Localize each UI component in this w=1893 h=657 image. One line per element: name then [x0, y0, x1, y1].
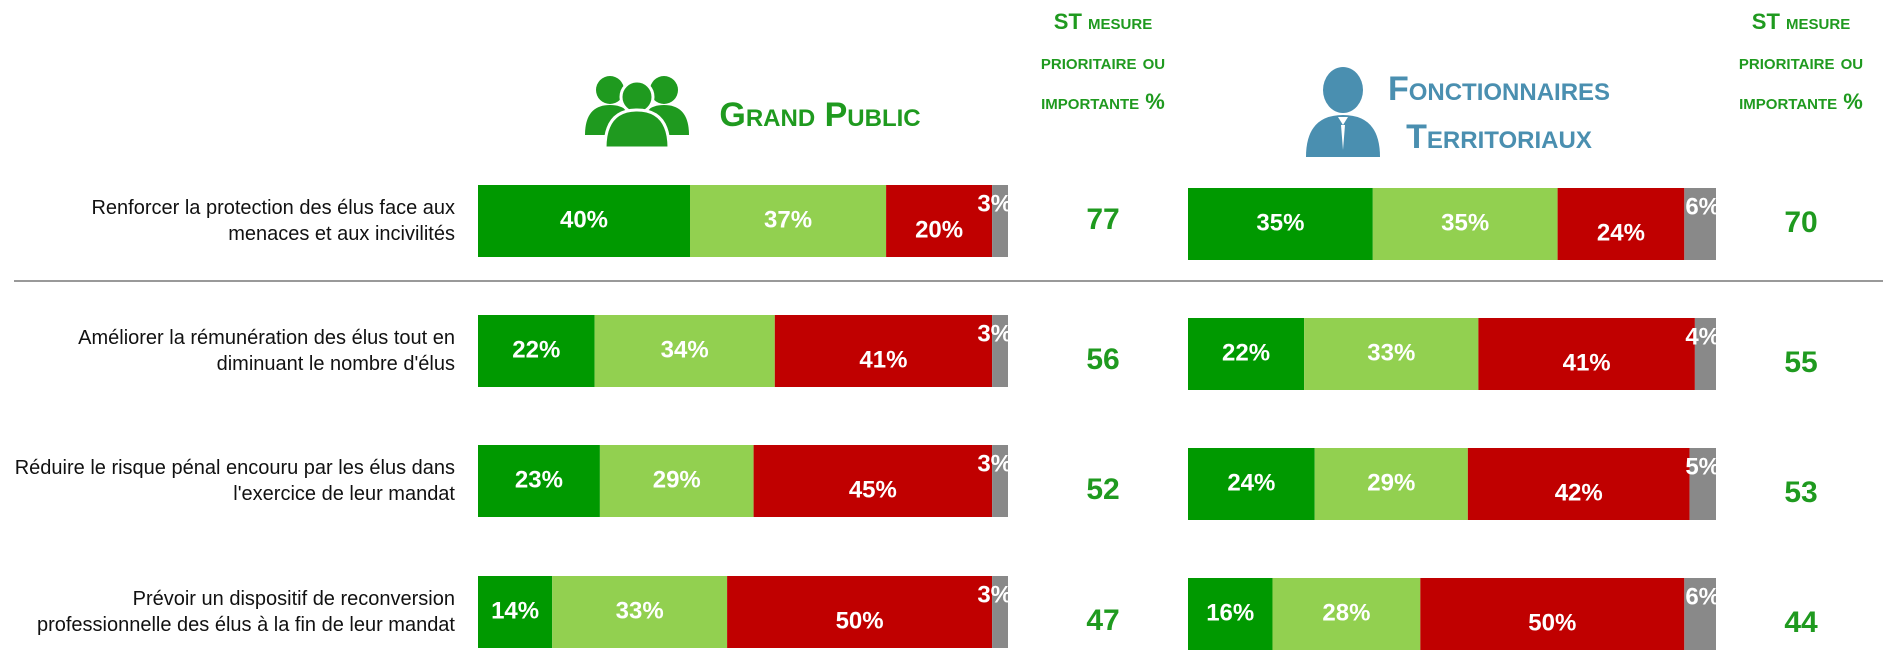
bar-segment — [1188, 448, 1315, 520]
total-value: 70 — [1784, 206, 1817, 239]
person-icon — [1306, 67, 1380, 157]
bar-segment — [1478, 318, 1695, 390]
bar-segment — [478, 576, 553, 648]
bar-segment — [478, 185, 690, 257]
bar-segment — [992, 445, 1008, 517]
value-label: 33% — [1367, 339, 1415, 366]
bar-segment — [478, 315, 595, 387]
value-label: 50% — [836, 607, 884, 634]
category-label: Renforcer la protection des élus face au… — [91, 197, 455, 245]
bar-segment — [992, 576, 1008, 648]
bar-segment — [774, 315, 993, 387]
value-label: 6% — [1685, 193, 1720, 220]
bar-segment — [1304, 318, 1479, 390]
total-value: 53 — [1784, 476, 1817, 509]
value-label: 41% — [1563, 349, 1611, 376]
category-label: Réduire le risque pénal encouru par les … — [14, 457, 455, 505]
value-label: 3% — [977, 320, 1012, 347]
bar-segment — [1188, 578, 1273, 650]
bar-segment — [1188, 318, 1305, 390]
value-label: 3% — [977, 190, 1012, 217]
bar-segment — [1420, 578, 1685, 650]
bar-segment — [992, 185, 1008, 257]
bar-segment — [1684, 578, 1716, 650]
value-label: 29% — [1367, 469, 1415, 496]
value-label: 42% — [1555, 479, 1603, 506]
value-label: 6% — [1685, 583, 1720, 610]
bar-segment — [478, 445, 600, 517]
value-label: 41% — [859, 346, 907, 373]
bar-segment — [1694, 318, 1716, 390]
total-value: 47 — [1086, 604, 1119, 637]
bar-segment — [690, 185, 887, 257]
value-label: 37% — [764, 206, 812, 233]
chart-title: Fonctionnaires Territoriaux — [1387, 70, 1611, 156]
bar-segment — [1689, 448, 1716, 520]
value-label: 35% — [1256, 209, 1304, 236]
value-label: 50% — [1528, 609, 1576, 636]
chart-title: Grand Public — [719, 96, 921, 134]
total-value: 77 — [1086, 203, 1119, 236]
value-label: 14% — [491, 597, 539, 624]
value-label: 33% — [616, 597, 664, 624]
value-label: 22% — [1222, 339, 1270, 366]
bar-segment — [1188, 188, 1373, 260]
bar-segment — [599, 445, 754, 517]
bar-segment — [552, 576, 728, 648]
value-label: 40% — [560, 206, 608, 233]
value-label: 3% — [977, 450, 1012, 477]
value-label: 29% — [653, 466, 701, 493]
bar-segment — [992, 315, 1008, 387]
total-value: 52 — [1086, 473, 1119, 506]
value-label: 20% — [915, 216, 963, 243]
group-icon — [585, 76, 689, 150]
value-label: 3% — [977, 581, 1012, 608]
value-label: 16% — [1206, 599, 1254, 626]
bar-segment — [594, 315, 775, 387]
total-value: 56 — [1086, 343, 1119, 376]
bar-segment — [1314, 448, 1468, 520]
bar-segment — [1372, 188, 1558, 260]
bar-segment — [1272, 578, 1421, 650]
value-label: 23% — [515, 466, 563, 493]
category-label: Améliorer la rémunération des élus tout … — [78, 327, 455, 375]
value-label: 45% — [849, 476, 897, 503]
bar-segment — [753, 445, 993, 517]
bar-segment — [1557, 188, 1685, 260]
totals-header: ST mesure prioritaire ou importante % — [1040, 9, 1166, 114]
value-label: 4% — [1685, 323, 1720, 350]
value-label: 24% — [1597, 219, 1645, 246]
value-label: 35% — [1441, 209, 1489, 236]
bar-segment — [1467, 448, 1690, 520]
value-label: 22% — [512, 336, 560, 363]
value-label: 34% — [661, 336, 709, 363]
total-value: 55 — [1784, 346, 1817, 379]
bar-segment — [886, 185, 993, 257]
value-label: 5% — [1685, 453, 1720, 480]
total-value: 44 — [1784, 606, 1818, 639]
bar-segment — [1684, 188, 1716, 260]
bar-segment — [727, 576, 993, 648]
category-label: Prévoir un dispositif de reconversion pr… — [36, 588, 455, 636]
totals-header: ST mesure prioritaire ou importante % — [1738, 9, 1864, 114]
value-label: 28% — [1322, 599, 1370, 626]
value-label: 24% — [1227, 469, 1275, 496]
